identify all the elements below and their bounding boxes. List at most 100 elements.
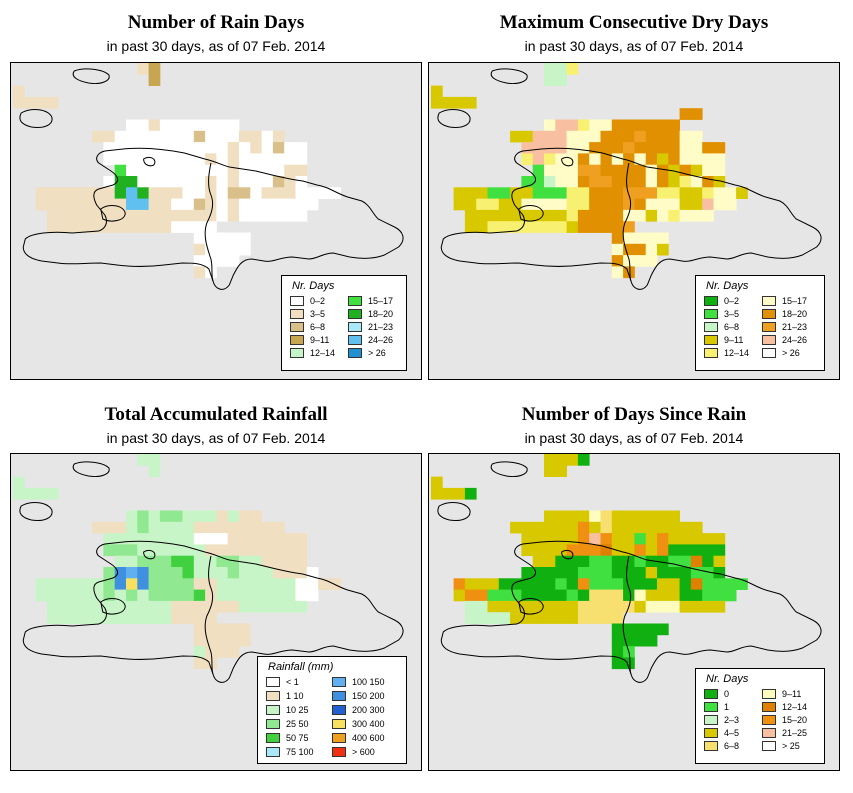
grid-cell — [295, 600, 308, 613]
map-grid — [431, 454, 822, 683]
grid-cell — [193, 142, 206, 154]
grid-cell — [555, 221, 567, 233]
grid-cell — [645, 510, 658, 523]
legend-swatch — [704, 741, 718, 751]
grid-cell — [114, 589, 127, 602]
legend-swatch — [704, 296, 718, 306]
grid-cell — [645, 521, 658, 534]
grid-cell — [239, 187, 251, 199]
grid-cell — [284, 533, 296, 545]
grid-cell — [284, 176, 296, 188]
grid-cell — [35, 96, 48, 109]
grid-cell — [239, 164, 251, 177]
grid-cell — [46, 209, 59, 222]
grid-cell — [69, 612, 82, 624]
grid-cell — [634, 176, 647, 188]
grid-cell — [464, 187, 477, 199]
grid-cell — [690, 555, 703, 568]
grid-cell — [679, 187, 692, 199]
legend-label: 15–20 — [782, 715, 808, 725]
grid-cell — [668, 130, 680, 143]
grid-cell — [589, 567, 601, 579]
grid-cell — [24, 96, 36, 109]
grid-cell — [261, 164, 274, 177]
grid-cell — [295, 544, 308, 557]
grid-cell — [148, 578, 161, 590]
grid-cell — [623, 243, 635, 256]
grid-cell — [69, 221, 82, 233]
map-grid — [13, 63, 404, 290]
grid-cell — [69, 600, 82, 613]
grid-cell — [532, 153, 545, 166]
grid-cell — [171, 578, 183, 590]
grid-cell — [126, 510, 138, 523]
grid-cell — [159, 589, 172, 602]
grid-cell — [284, 187, 296, 199]
grid-cell — [702, 589, 714, 602]
grid-cell — [284, 142, 296, 154]
grid-cell — [216, 521, 229, 534]
coastline-layer — [19, 68, 404, 290]
grid-cell — [272, 142, 285, 154]
grid-cell — [171, 510, 183, 523]
grid-cell — [148, 521, 161, 534]
grid-cell — [600, 567, 613, 579]
grid-cell — [159, 578, 172, 590]
legend-swatch — [348, 309, 362, 319]
grid-cell — [668, 567, 680, 579]
grid-cell — [713, 555, 726, 568]
grid-cell — [611, 164, 624, 177]
legend-title: Nr. Days — [706, 280, 749, 292]
grid-cell — [498, 589, 511, 602]
grid-cell — [634, 209, 647, 222]
grid-cell — [634, 119, 647, 132]
grid-cell — [114, 578, 127, 590]
grid-cell — [724, 578, 737, 590]
grid-cell — [634, 567, 647, 579]
grid-cell — [453, 578, 466, 590]
grid-cell — [250, 567, 262, 579]
legend-swatch — [290, 296, 304, 306]
grid-cell — [724, 198, 737, 211]
coastline — [518, 205, 544, 222]
grid-cell — [600, 589, 613, 602]
grid-cell — [284, 578, 296, 590]
grid-cell — [114, 164, 127, 177]
grid-cell — [431, 96, 443, 109]
grid-cell — [611, 243, 624, 256]
grid-cell — [80, 612, 93, 624]
grid-cell — [623, 221, 635, 233]
legend-swatch — [266, 747, 280, 757]
grid-cell — [92, 198, 104, 211]
legend-label: > 25 — [782, 741, 800, 751]
grid-cell — [690, 600, 703, 613]
grid-cell — [227, 187, 240, 199]
grid-cell — [193, 521, 206, 534]
grid-cell — [159, 521, 172, 534]
grid-cell — [272, 130, 285, 143]
grid-cell — [589, 589, 601, 602]
panel-title: Maximum Consecutive Dry Days — [499, 12, 769, 33]
grid-cell — [80, 209, 93, 222]
grid-cell — [295, 578, 308, 590]
grid-cell — [205, 544, 217, 557]
legend-label: 0–2 — [310, 296, 326, 306]
grid-cell — [24, 487, 36, 500]
grid-cell — [544, 510, 556, 523]
legend-swatch — [332, 677, 346, 687]
grid-cell — [521, 533, 534, 545]
grid-cell — [634, 578, 647, 590]
grid-cell — [634, 521, 647, 534]
grid-cell — [227, 243, 240, 256]
panel-subtitle: in past 30 days, as of 07 Feb. 2014 — [524, 430, 744, 446]
grid-cell — [103, 209, 116, 222]
legend-max-dry-days: Nr. Days 0–2 3–5 6–8 9–11 12–14 15–17 18–20 21–… — [695, 275, 825, 371]
coastline — [19, 109, 53, 128]
grid-cell — [555, 589, 567, 602]
grid-cell — [159, 187, 172, 199]
grid-cell — [193, 187, 206, 199]
grid-cell — [216, 589, 229, 602]
grid-cell — [668, 544, 680, 557]
grid-cell — [679, 578, 692, 590]
grid-cell — [148, 567, 161, 579]
